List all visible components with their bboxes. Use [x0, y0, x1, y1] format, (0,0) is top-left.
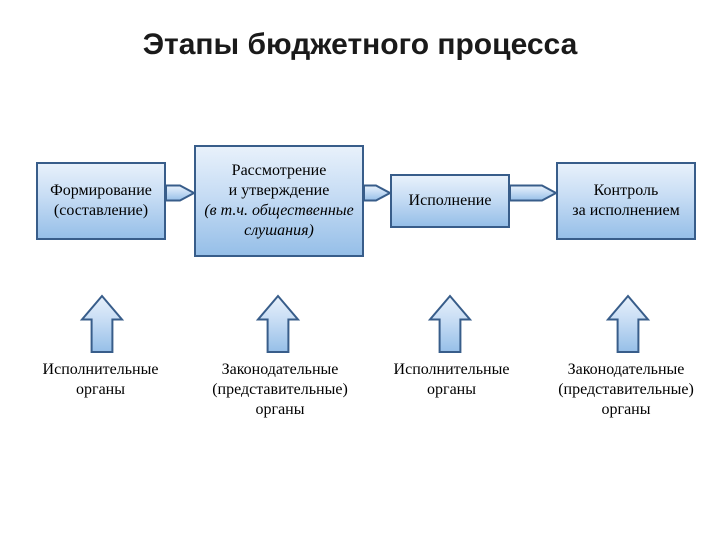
stage-box-0: Формирование(составление) — [36, 162, 166, 240]
actor-0-line-1: органы — [28, 380, 173, 400]
connector-right-1 — [364, 186, 390, 201]
arrow-up-2 — [430, 296, 470, 352]
diagram-shapes — [0, 0, 720, 540]
stage-2-line-0: Исполнение — [409, 191, 492, 211]
actor-label-2: Исполнительныеорганы — [384, 360, 519, 400]
stage-0-line-1: (составление) — [50, 201, 152, 221]
actor-3-line-1: (представительные) — [546, 380, 706, 400]
connector-right-0 — [166, 186, 194, 201]
stage-1-line-3: слушания) — [204, 221, 353, 241]
arrow-up-3 — [608, 296, 648, 352]
stage-1-line-1: и утверждение — [204, 181, 353, 201]
actor-label-0: Исполнительныеорганы — [28, 360, 173, 400]
slide: Этапы бюджетного процесса Формирование(с… — [0, 0, 720, 540]
actor-2-line-0: Исполнительные — [384, 360, 519, 380]
stage-1-line-2: (в т.ч. общественные — [204, 201, 353, 221]
actor-1-line-1: (представительные) — [200, 380, 360, 400]
actor-label-3: Законодательные(представительные)органы — [546, 360, 706, 420]
stage-box-3: Контрольза исполнением — [556, 162, 696, 240]
stage-3-line-1: за исполнением — [572, 201, 679, 221]
stage-1-line-0: Рассмотрение — [204, 161, 353, 181]
actor-3-line-2: органы — [546, 400, 706, 420]
stage-0-line-0: Формирование — [50, 181, 152, 201]
actor-0-line-0: Исполнительные — [28, 360, 173, 380]
actor-1-line-2: органы — [200, 400, 360, 420]
arrow-up-1 — [258, 296, 298, 352]
connector-right-2 — [510, 186, 556, 201]
actor-1-line-0: Законодательные — [200, 360, 360, 380]
stage-3-line-0: Контроль — [572, 181, 679, 201]
stage-box-2: Исполнение — [390, 174, 510, 228]
stage-box-1: Рассмотрениеи утверждение(в т.ч. обществ… — [194, 145, 364, 257]
arrow-up-0 — [82, 296, 122, 352]
actor-label-1: Законодательные(представительные)органы — [200, 360, 360, 420]
actor-3-line-0: Законодательные — [546, 360, 706, 380]
actor-2-line-1: органы — [384, 380, 519, 400]
